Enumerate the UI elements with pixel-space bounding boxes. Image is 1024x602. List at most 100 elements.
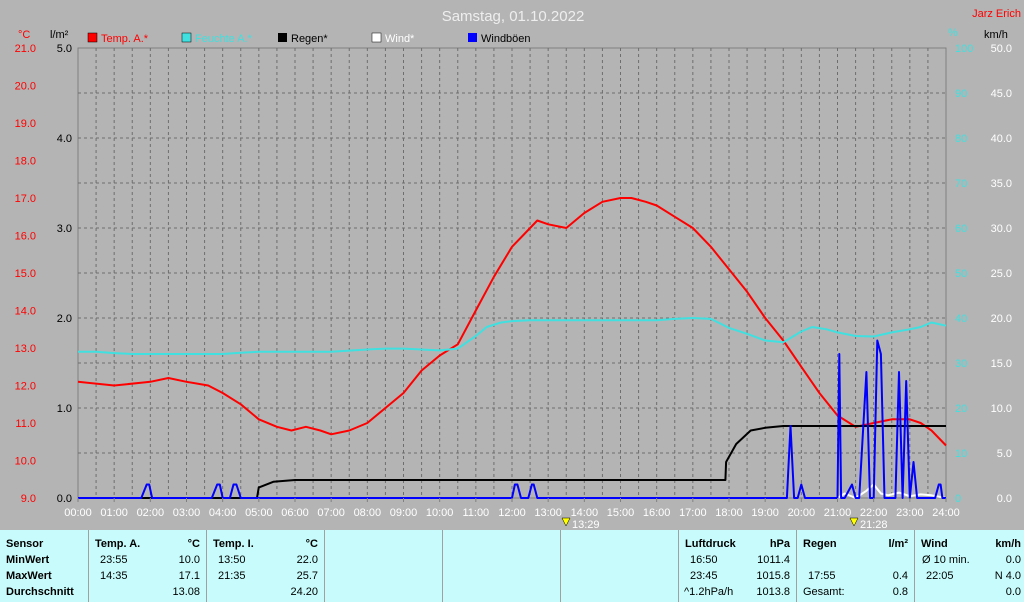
legend-item-gusts: Windböen (468, 33, 531, 45)
x-tick-label: 15:00 (607, 507, 635, 519)
wind-avg-label: Ø 10 min. (922, 554, 970, 566)
pressure-max-time: 23:45 (690, 570, 718, 582)
rain-tick-label: 4.0 (57, 133, 72, 145)
x-tick-label: 01:00 (100, 507, 128, 519)
temp-tick-label: 11.0 (15, 418, 36, 430)
pressure-header: Luftdruck (685, 538, 736, 550)
temp-i-max-val: 25.7 (296, 570, 318, 582)
stats-divider (560, 530, 561, 602)
stats-max-label: MaxWert (6, 570, 52, 582)
temp-i-header: Temp. I. (213, 538, 254, 550)
x-tick-label: 13:00 (534, 507, 562, 519)
wind-tick-label: 20.0 (991, 313, 1012, 325)
x-tick-label: 20:00 (788, 507, 816, 519)
x-tick-label: 18:00 (715, 507, 743, 519)
x-tick-label: 07:00 (317, 507, 345, 519)
stats-avg-label: Durchschnitt (6, 586, 74, 598)
rain-tick-label: 1.0 (57, 403, 72, 415)
x-tick-label: 12:00 (498, 507, 526, 519)
grid (78, 48, 946, 498)
rain-max-time: 17:55 (808, 570, 836, 582)
temp-tick-label: 14.0 (15, 306, 36, 318)
rain-tick-label: 5.0 (57, 43, 72, 55)
wind-max-time: 22:05 (926, 570, 954, 582)
humidity-tick-label: 30 (955, 358, 967, 370)
legend-swatch-temp (87, 32, 98, 43)
x-tick-label: 24:00 (932, 507, 960, 519)
chart-title: Samstag, 01.10.2022 (442, 8, 585, 25)
legend: Temp. A.* Feuchte A.* Regen* Wind* Windb… (87, 32, 531, 45)
humidity-tick-label: 50 (955, 268, 967, 280)
x-tick-label: 05:00 (245, 507, 273, 519)
legend-swatch-rain (278, 33, 287, 42)
legend-item-rain: Regen* (278, 33, 328, 45)
pressure-trend-val: 1013.8 (756, 586, 790, 598)
legend-item-humidity: Feuchte A.* (181, 32, 253, 45)
humidity-tick-label: 80 (955, 133, 967, 145)
x-tick-label: 06:00 (281, 507, 309, 519)
rain-unit-label: l/m² (50, 29, 69, 41)
temp-tick-label: 20.0 (15, 81, 36, 93)
stats-divider (796, 530, 797, 602)
temp-a-unit: °C (187, 538, 200, 550)
stats-divider (914, 530, 915, 602)
wind-tick-label: 10.0 (991, 403, 1012, 415)
marker-max: 21:28 (849, 517, 888, 530)
temp-a-max-val: 17.1 (178, 570, 200, 582)
marker-min-time: 13:29 (572, 519, 600, 530)
stats-sensor-header: Sensor (6, 538, 44, 550)
temp-tick-label: 15.0 (15, 268, 36, 280)
rain-tick-label: 0.0 (57, 493, 72, 505)
marker-max-time: 21:28 (860, 519, 888, 530)
temp-tick-label: 17.0 (15, 193, 36, 205)
x-tick-label: 23:00 (896, 507, 924, 519)
rain-max-val: 0.4 (892, 570, 908, 582)
series-line-4 (78, 339, 946, 499)
x-tick-label: 09:00 (390, 507, 418, 519)
humidity-tick-label: 10 (955, 448, 967, 460)
series-line-1 (78, 317, 947, 355)
x-tick-label: 03:00 (173, 507, 201, 519)
rain-total-label: Gesamt: (803, 586, 845, 598)
legend-label-rain: Regen* (291, 33, 328, 45)
temp-a-min-time: 23:55 (100, 554, 128, 566)
marker-max-icon (849, 517, 859, 527)
pressure-min-val: 1011.4 (757, 554, 790, 566)
temp-tick-label: 12.0 (15, 381, 36, 393)
legend-item-wind: Wind* (371, 32, 415, 45)
humidity-tick-label: 60 (955, 223, 967, 235)
legend-label-humidity: Feuchte A.* (195, 33, 253, 45)
legend-label-temp: Temp. A.* (101, 33, 149, 45)
pressure-unit: hPa (769, 538, 790, 550)
wind-tick-label: 25.0 (991, 268, 1012, 280)
stats-divider (88, 530, 89, 602)
x-tick-label: 04:00 (209, 507, 237, 519)
humidity-tick-label: 70 (955, 178, 967, 190)
weather-chart: 00:00 01:00 02:00 03:00 04:00 05:00 06:00 07:00… (15, 8, 1021, 530)
x-tick-label: 22:00 (860, 507, 888, 519)
x-tick-label: 16:00 (643, 507, 671, 519)
x-tick-label: 14:00 (571, 507, 599, 519)
legend-item-temp: Temp. A.* (87, 32, 149, 45)
temp-tick-label: 10.0 (15, 456, 36, 468)
series-line-2 (78, 425, 946, 499)
axes-layer: 00:00 01:00 02:00 03:00 04:00 05:00 06:00 07:00… (15, 43, 1012, 519)
legend-label-wind: Wind* (385, 33, 415, 45)
rain-tick-label: 2.0 (57, 313, 72, 325)
x-tick-label: 11:00 (462, 507, 489, 519)
temp-i-avg-val: 24.20 (290, 586, 318, 598)
wind-tick-label: 0.0 (997, 493, 1012, 505)
temp-a-avg-val: 13.08 (172, 586, 200, 598)
wind-tick-label: 15.0 (991, 358, 1012, 370)
wind-header: Wind (921, 538, 948, 550)
wind-extra-val: 0.0 (1005, 586, 1021, 598)
temp-a-min-val: 10.0 (178, 554, 200, 566)
x-tick-label: 19:00 (751, 507, 779, 519)
station-name: Jarz Erich (972, 8, 1021, 20)
wind-unit: km/h (995, 538, 1021, 550)
temp-a-header: Temp. A. (95, 538, 141, 550)
temp-tick-label: 13.0 (15, 343, 36, 355)
wind-tick-label: 45.0 (991, 88, 1012, 100)
temp-tick-label: 9.0 (21, 493, 36, 505)
temp-tick-label: 21.0 (15, 43, 36, 55)
